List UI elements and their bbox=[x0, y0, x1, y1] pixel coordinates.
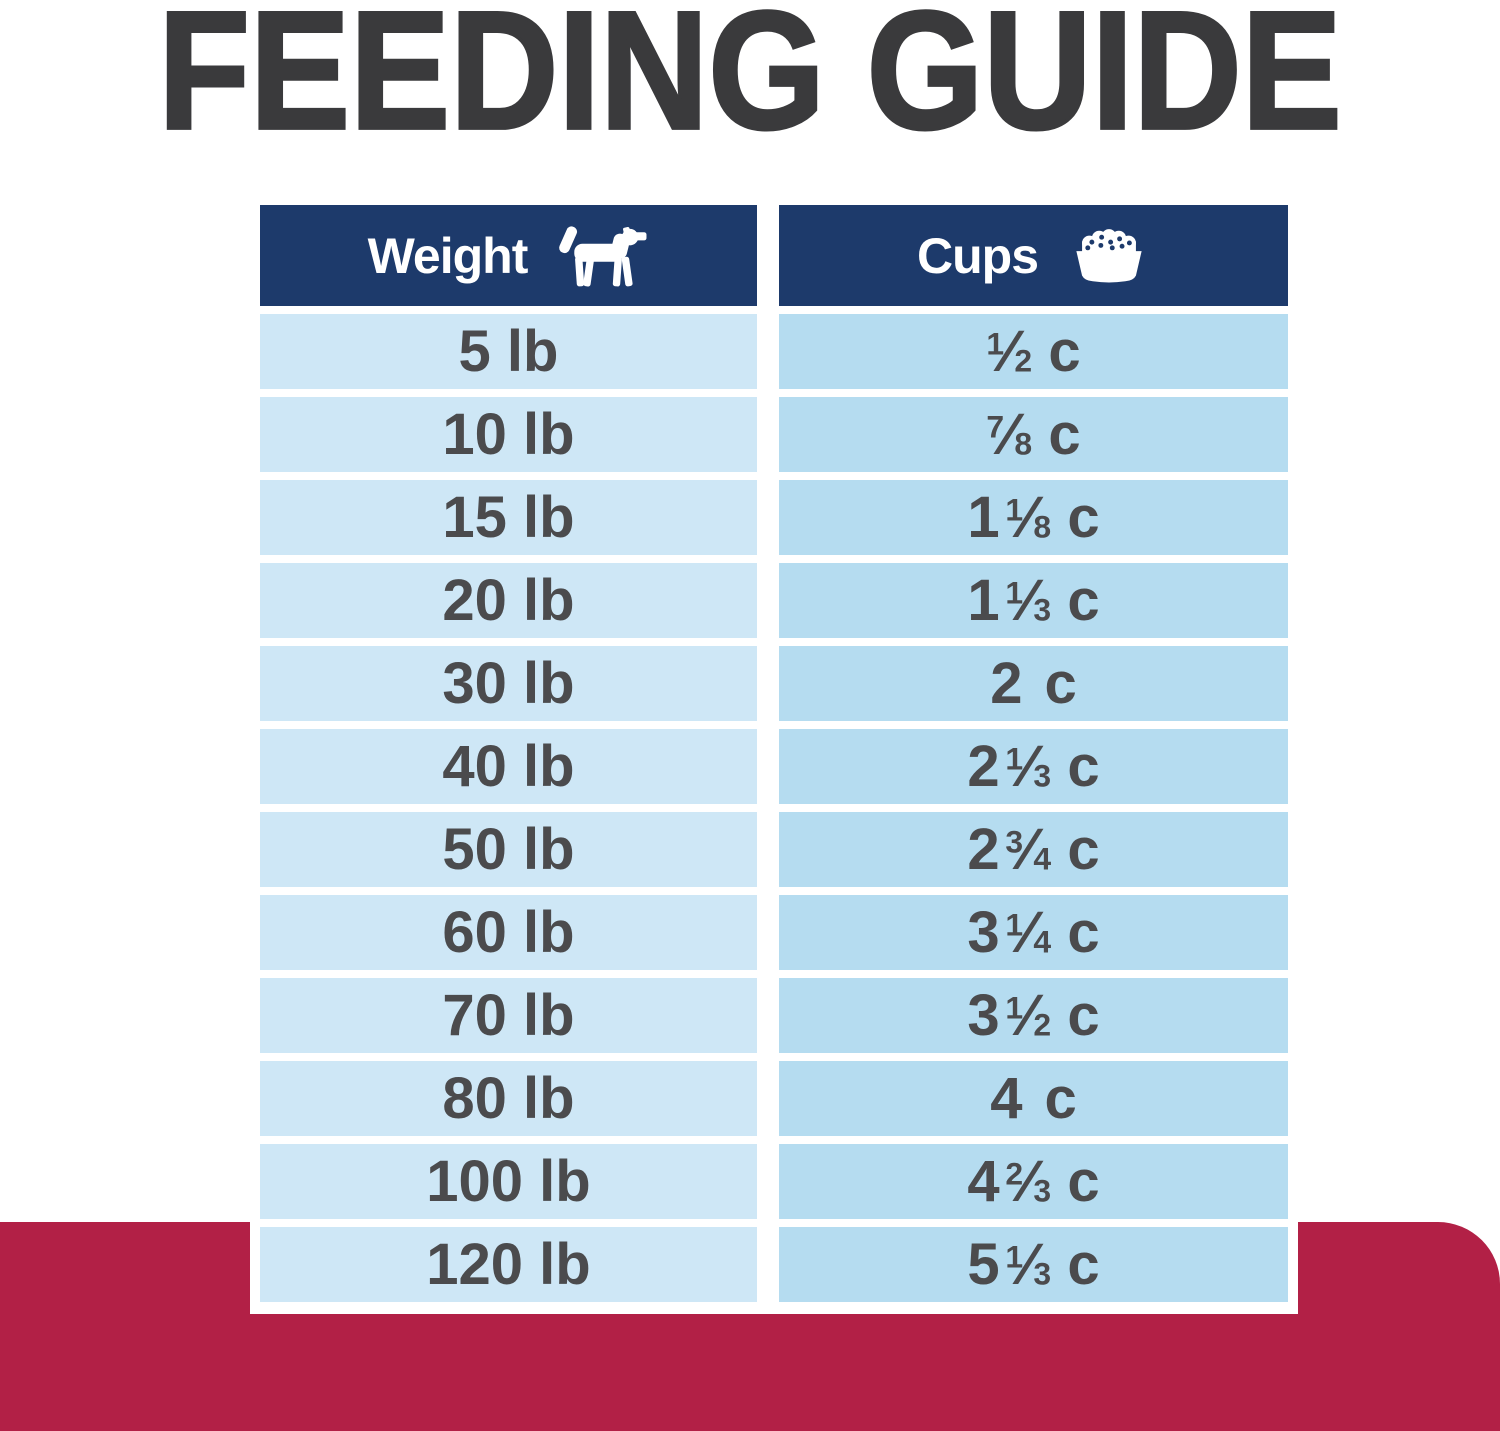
weight-cell: 60 lb bbox=[260, 895, 757, 970]
fraction: 1⁄3 bbox=[1005, 568, 1052, 633]
cups-header-label: Cups bbox=[917, 227, 1039, 284]
table-row: 20 lb 1 1⁄3 c bbox=[260, 563, 1288, 638]
table-row: 100 lb 4 2⁄3 c bbox=[260, 1144, 1288, 1219]
table-row: 10 lb 7⁄8 c bbox=[260, 397, 1288, 472]
table-row: 40 lb 2 1⁄3 c bbox=[260, 729, 1288, 804]
weight-cell: 80 lb bbox=[260, 1061, 757, 1136]
fraction: 1⁄2 bbox=[986, 319, 1033, 384]
weight-cell: 50 lb bbox=[260, 812, 757, 887]
fraction: 1⁄3 bbox=[1005, 1232, 1052, 1297]
fraction: 1⁄4 bbox=[1005, 900, 1052, 965]
fraction: 1⁄3 bbox=[1005, 734, 1052, 799]
food-bowl-icon bbox=[1076, 228, 1142, 283]
weight-cell: 100 lb bbox=[260, 1144, 757, 1219]
weight-cell: 70 lb bbox=[260, 978, 757, 1053]
feeding-guide-table: Weight bbox=[250, 192, 1298, 1314]
cups-cell: 2 1⁄3 c bbox=[779, 729, 1288, 804]
fraction: 1⁄2 bbox=[1005, 983, 1052, 1048]
weight-cell: 5 lb bbox=[260, 314, 757, 389]
table-row: 70 lb 3 1⁄2 c bbox=[260, 978, 1288, 1053]
dog-icon bbox=[559, 225, 647, 286]
cups-cell: 1 1⁄3 c bbox=[779, 563, 1288, 638]
cups-cell: 2 3⁄4 c bbox=[779, 812, 1288, 887]
cups-cell: 5 1⁄3 c bbox=[779, 1227, 1288, 1302]
table-row: 60 lb 3 1⁄4 c bbox=[260, 895, 1288, 970]
fraction: 3⁄4 bbox=[1005, 817, 1052, 882]
weight-cell: 15 lb bbox=[260, 480, 757, 555]
table-body: 5 lb 1⁄2 c 10 lb 7⁄8 c 15 lb 1 1⁄8 c 20 lb 1 1⁄3 c 30 … bbox=[260, 314, 1288, 1302]
table-row: 80 lb 4 c bbox=[260, 1061, 1288, 1136]
cups-cell: 3 1⁄4 c bbox=[779, 895, 1288, 970]
weight-cell: 30 lb bbox=[260, 646, 757, 721]
weight-cell: 10 lb bbox=[260, 397, 757, 472]
fraction: 2⁄3 bbox=[1005, 1149, 1052, 1214]
table-row: 15 lb 1 1⁄8 c bbox=[260, 480, 1288, 555]
fraction: 1⁄8 bbox=[1005, 485, 1052, 550]
cups-cell: 4 2⁄3 c bbox=[779, 1144, 1288, 1219]
weight-header-label: Weight bbox=[367, 227, 529, 284]
weight-cell: 120 lb bbox=[260, 1227, 757, 1302]
cups-cell: 1 1⁄8 c bbox=[779, 480, 1288, 555]
cups-cell: 7⁄8 c bbox=[779, 397, 1288, 472]
cups-cell: 3 1⁄2 c bbox=[779, 978, 1288, 1053]
cups-cell: 1⁄2 c bbox=[779, 314, 1288, 389]
table-row: 50 lb 2 3⁄4 c bbox=[260, 812, 1288, 887]
weight-cell: 20 lb bbox=[260, 563, 757, 638]
table-row: 30 lb 2 c bbox=[260, 646, 1288, 721]
page-title: FEEDING GUIDE bbox=[157, 0, 1343, 165]
table-row: 120 lb 5 1⁄3 c bbox=[260, 1227, 1288, 1302]
weight-column-header: Weight bbox=[260, 205, 757, 306]
weight-cell: 40 lb bbox=[260, 729, 757, 804]
fraction: 7⁄8 bbox=[986, 402, 1033, 467]
cups-column-header: Cups bbox=[779, 205, 1288, 306]
table-header-row: Weight bbox=[260, 205, 1288, 306]
table-row: 5 lb 1⁄2 c bbox=[260, 314, 1288, 389]
